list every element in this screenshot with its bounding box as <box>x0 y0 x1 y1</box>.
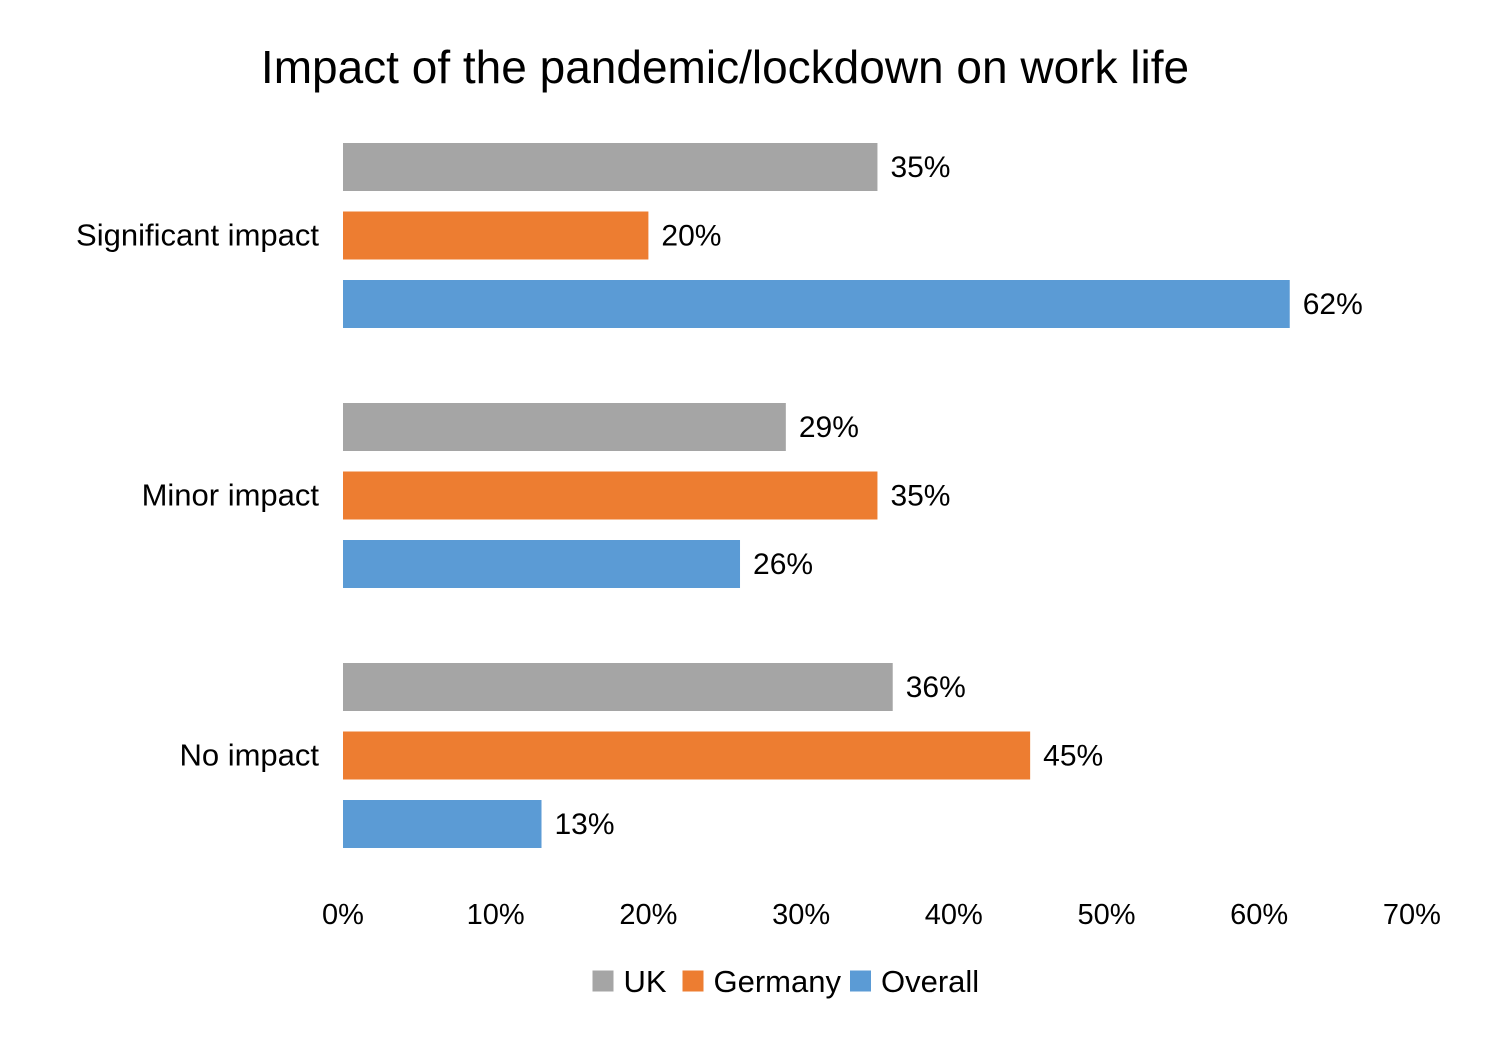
x-tick-label: 30% <box>772 899 830 931</box>
x-tick-label: 50% <box>1077 899 1135 931</box>
data-label-germany-significant-impact: 20% <box>661 220 721 253</box>
bar-germany-minor-impact <box>343 471 878 520</box>
x-tick-label: 10% <box>467 899 525 931</box>
data-label-overall-minor-impact: 26% <box>753 548 813 581</box>
data-label-overall-significant-impact: 62% <box>1303 288 1363 321</box>
data-label-uk-minor-impact: 29% <box>799 411 859 444</box>
bar-germany-no-impact <box>343 731 1031 780</box>
data-label-uk-no-impact: 36% <box>906 671 966 704</box>
legend-swatch-overall <box>850 970 871 992</box>
x-tick-label: 40% <box>925 899 983 931</box>
bars <box>343 143 1290 848</box>
data-label-uk-significant-impact: 35% <box>890 151 950 184</box>
bar-uk-minor-impact <box>343 403 786 451</box>
category-label-no-impact: No impact <box>179 738 319 773</box>
bar-overall-minor-impact <box>343 540 741 588</box>
bar-germany-significant-impact <box>343 211 649 260</box>
chart-title: Impact of the pandemic/lockdown on work … <box>261 41 1189 93</box>
data-label-germany-no-impact: 45% <box>1043 740 1103 773</box>
bar-uk-no-impact <box>343 663 893 711</box>
x-axis-ticks: 0% 10% 20% 30% 40% 50% 60% 70% <box>322 899 1441 931</box>
x-tick-label: 0% <box>322 899 364 931</box>
legend-label-overall: Overall <box>881 964 979 999</box>
data-label-germany-minor-impact: 35% <box>890 480 950 513</box>
category-labels: Significant impact Minor impact No impact <box>76 218 319 773</box>
bar-overall-significant-impact <box>343 280 1290 328</box>
x-tick-label: 20% <box>619 899 677 931</box>
legend-label-uk: UK <box>624 964 667 999</box>
data-label-overall-no-impact: 13% <box>555 808 615 841</box>
category-label-minor-impact: Minor impact <box>142 478 320 513</box>
legend-swatch-uk <box>592 970 614 992</box>
x-tick-label: 60% <box>1230 899 1288 931</box>
legend: UK Germany Overall <box>592 964 979 999</box>
bar-overall-no-impact <box>343 800 542 848</box>
bar-uk-significant-impact <box>343 143 878 191</box>
legend-swatch-germany <box>682 970 704 992</box>
data-labels: 35% 29% 36% 20% 35% 45% 62% 26% 13% <box>555 151 1363 841</box>
x-tick-label: 70% <box>1383 899 1441 931</box>
legend-label-germany: Germany <box>714 964 842 999</box>
category-label-significant-impact: Significant impact <box>76 218 319 253</box>
